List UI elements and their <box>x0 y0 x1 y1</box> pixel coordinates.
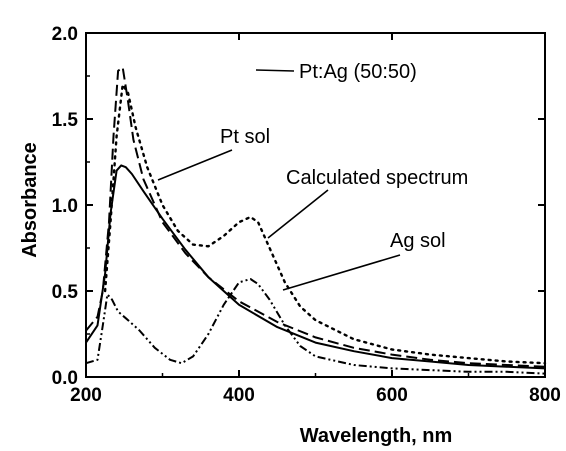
axis-titles: Wavelength, nm Absorbance <box>19 142 452 447</box>
annotation-label: Pt:Ag (50:50) <box>299 61 417 83</box>
x-tick-label: 600 <box>376 385 408 406</box>
series-line-calculated-spectrum <box>103 83 547 365</box>
annotation-leader-line <box>157 149 233 181</box>
annotation-label: Ag sol <box>390 230 446 252</box>
annotation-label: Pt sol <box>220 126 270 148</box>
annotations: Pt:Ag (50:50) Pt sol Calculated spectrum Ag… <box>157 61 468 291</box>
y-tick-label: 0.5 <box>52 282 79 303</box>
annotation-leader-line <box>267 189 329 239</box>
plot-frame <box>85 32 546 378</box>
data-series <box>85 66 547 375</box>
annotation-leader-line <box>282 254 401 291</box>
y-axis-title: Absorbance <box>19 142 41 258</box>
x-tick-label: 800 <box>529 385 561 406</box>
y-tick-label: 1.5 <box>52 110 79 131</box>
y-tick-label: 2.0 <box>52 24 78 45</box>
x-tick-label: 400 <box>223 385 255 406</box>
annotation-leader-line <box>255 69 295 72</box>
annotation-label: Calculated spectrum <box>286 167 468 189</box>
series-line-pt-ag-50-50 <box>85 66 546 368</box>
x-axis-title: Wavelength, nm <box>300 425 453 447</box>
x-tick-label: 200 <box>70 385 102 406</box>
y-tick-label: 0.0 <box>52 368 78 389</box>
series-line-ag-sol <box>85 278 546 375</box>
y-tick-label: 1.0 <box>52 196 78 217</box>
